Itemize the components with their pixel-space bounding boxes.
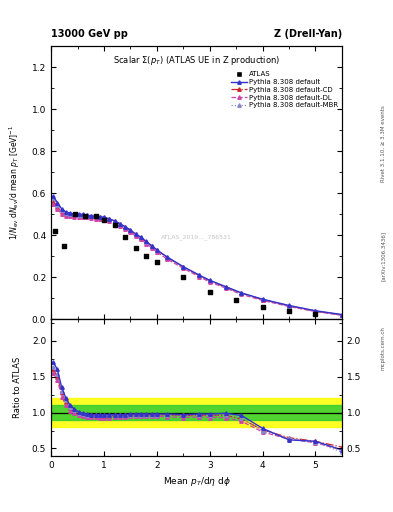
Point: [233, 296, 239, 304]
Point: [286, 307, 292, 315]
Point: [111, 221, 118, 229]
Point: [122, 233, 128, 241]
Text: Scalar $\Sigma(p_T)$ (ATLAS UE in Z production): Scalar $\Sigma(p_T)$ (ATLAS UE in Z prod…: [113, 54, 280, 67]
Text: mcplots.cern.ch: mcplots.cern.ch: [381, 326, 386, 370]
Y-axis label: Ratio to ATLAS: Ratio to ATLAS: [13, 357, 22, 418]
Text: 13000 GeV pp: 13000 GeV pp: [51, 29, 128, 39]
Text: [arXiv:1306.3436]: [arXiv:1306.3436]: [381, 231, 386, 281]
Point: [312, 310, 319, 318]
Text: Z (Drell-Yan): Z (Drell-Yan): [274, 29, 342, 39]
Y-axis label: $1/N_\mathrm{ev}$ d$N_\mathrm{ev}$/d mean $p_T$ [GeV]$^{-1}$: $1/N_\mathrm{ev}$ d$N_\mathrm{ev}$/d mea…: [7, 125, 22, 240]
Text: ATLAS_2019..._786531: ATLAS_2019..._786531: [161, 234, 232, 240]
Point: [61, 242, 68, 250]
Legend: ATLAS, Pythia 8.308 default, Pythia 8.308 default-CD, Pythia 8.308 default-DL, P: ATLAS, Pythia 8.308 default, Pythia 8.30…: [231, 71, 338, 109]
Text: Rivet 3.1.10, ≥ 3.3M events: Rivet 3.1.10, ≥ 3.3M events: [381, 105, 386, 182]
Point: [143, 252, 149, 260]
Point: [154, 259, 160, 267]
Bar: [51, 398, 342, 427]
Bar: [51, 406, 342, 420]
Point: [82, 212, 88, 220]
Point: [207, 288, 213, 296]
Point: [72, 210, 78, 218]
Point: [180, 273, 186, 281]
Point: [93, 212, 99, 220]
Point: [132, 244, 139, 252]
Point: [101, 217, 107, 225]
Point: [52, 227, 59, 235]
X-axis label: Mean $p_T$/d$\eta$ d$\phi$: Mean $p_T$/d$\eta$ d$\phi$: [163, 475, 230, 488]
Point: [259, 303, 266, 311]
